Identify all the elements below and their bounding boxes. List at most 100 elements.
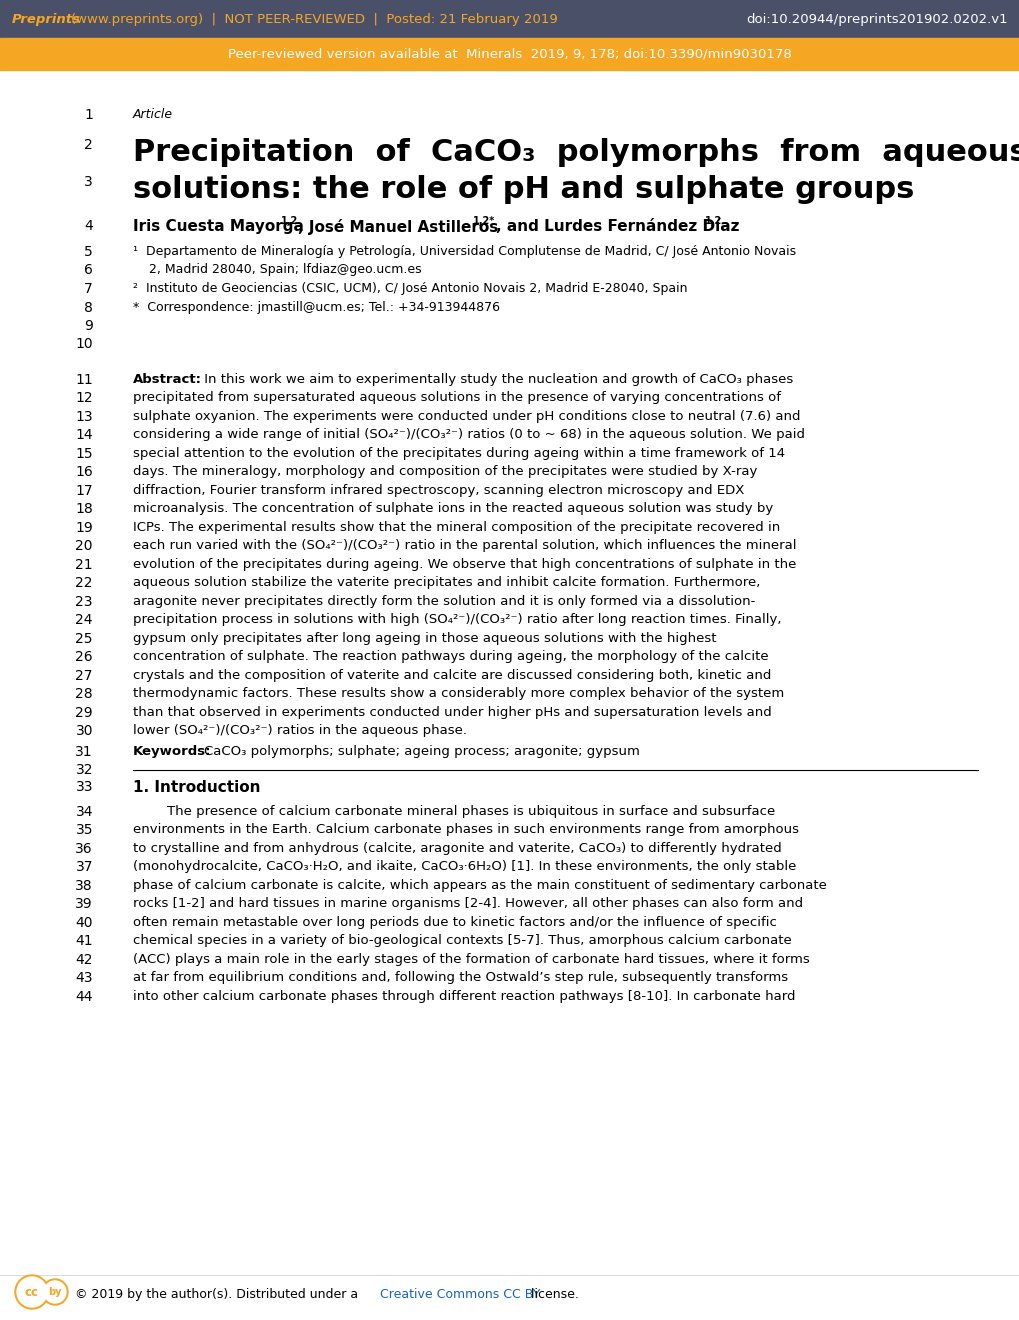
Text: doi:10.20944/preprints201902.0202.v1: doi:10.20944/preprints201902.0202.v1: [746, 12, 1007, 25]
Text: © 2019 by the author(s). Distributed under a: © 2019 by the author(s). Distributed und…: [75, 1288, 362, 1302]
Text: 1,2*: 1,2*: [473, 216, 495, 226]
Text: 15: 15: [75, 446, 93, 461]
Text: phase of calcium carbonate is calcite, which appears as the main constituent of : phase of calcium carbonate is calcite, w…: [132, 879, 826, 891]
Text: ²  Instituto de Geociencias (CSIC, UCM), C/ José Antonio Novais 2, Madrid E-2804: ² Instituto de Geociencias (CSIC, UCM), …: [132, 282, 687, 294]
Circle shape: [44, 1280, 66, 1303]
Text: 1. Introduction: 1. Introduction: [132, 780, 260, 795]
Text: 29: 29: [75, 706, 93, 719]
Text: 27: 27: [75, 669, 93, 682]
Text: 12: 12: [75, 391, 93, 405]
Circle shape: [15, 1275, 49, 1309]
Text: aqueous solution stabilize the vaterite precipitates and inhibit calcite formati: aqueous solution stabilize the vaterite …: [132, 576, 759, 589]
Text: Iris Cuesta Mayorga: Iris Cuesta Mayorga: [132, 219, 304, 234]
Text: Precipitation  of  CaCO₃  polymorphs  from  aqueous: Precipitation of CaCO₃ polymorphs from a…: [132, 139, 1019, 168]
Text: CaCO₃ polymorphs; sulphate; ageing process; aragonite; gypsum: CaCO₃ polymorphs; sulphate; ageing proce…: [204, 744, 639, 758]
Text: 40: 40: [75, 916, 93, 929]
Text: 31: 31: [75, 744, 93, 759]
Text: 20: 20: [75, 539, 93, 553]
Text: 6: 6: [84, 264, 93, 277]
Text: special attention to the evolution of the precipitates during ageing within a ti: special attention to the evolution of th…: [132, 446, 785, 459]
Text: 2: 2: [85, 139, 93, 152]
Text: license.: license.: [527, 1288, 579, 1302]
Text: 25: 25: [75, 632, 93, 645]
Text: concentration of sulphate. The reaction pathways during ageing, the morphology o: concentration of sulphate. The reaction …: [132, 651, 768, 663]
Text: evolution of the precipitates during ageing. We observe that high concentrations: evolution of the precipitates during age…: [132, 557, 796, 570]
Circle shape: [17, 1276, 47, 1307]
Text: (monohydrocalcite, CaCO₃·H₂O, and ikaite, CaCO₃·6H₂O) [1]. In these environments: (monohydrocalcite, CaCO₃·H₂O, and ikaite…: [132, 861, 796, 873]
Bar: [0, 0, 1019, 38]
Text: ICPs. The experimental results show that the mineral composition of the precipit: ICPs. The experimental results show that…: [132, 520, 780, 533]
Text: 28: 28: [75, 688, 93, 701]
Text: Creative Commons CC BY: Creative Commons CC BY: [380, 1288, 540, 1302]
Text: 24: 24: [75, 614, 93, 627]
Text: 1: 1: [84, 108, 93, 121]
Text: 37: 37: [75, 861, 93, 874]
Text: The presence of calcium carbonate mineral phases is ubiquitous in surface and su: The presence of calcium carbonate minera…: [132, 805, 774, 817]
Text: 42: 42: [75, 953, 93, 966]
Text: days. The mineralogy, morphology and composition of the precipitates were studie: days. The mineralogy, morphology and com…: [132, 465, 757, 478]
Text: 19: 19: [75, 520, 93, 535]
Text: environments in the Earth. Calcium carbonate phases in such environments range f: environments in the Earth. Calcium carbo…: [132, 824, 798, 836]
Text: Preprints: Preprints: [12, 12, 81, 25]
Text: 11: 11: [75, 372, 93, 387]
Text: at far from equilibrium conditions and, following the Ostwald’s step rule, subse: at far from equilibrium conditions and, …: [132, 972, 788, 985]
Text: 43: 43: [75, 972, 93, 985]
Text: *  Correspondence: jmastill@ucm.es; Tel.: +34-913944876: * Correspondence: jmastill@ucm.es; Tel.:…: [132, 301, 499, 314]
Text: 39: 39: [75, 898, 93, 911]
Text: 16: 16: [75, 465, 93, 479]
Text: 3: 3: [85, 176, 93, 189]
Text: 26: 26: [75, 651, 93, 664]
Text: 8: 8: [84, 301, 93, 314]
Text: diffraction, Fourier transform infrared spectroscopy, scanning electron microsco: diffraction, Fourier transform infrared …: [132, 483, 744, 496]
Text: 7: 7: [85, 282, 93, 296]
Text: (www.preprints.org)  |  NOT PEER-REVIEWED  |  Posted: 21 February 2019: (www.preprints.org) | NOT PEER-REVIEWED …: [71, 12, 557, 25]
Text: cc: cc: [25, 1286, 39, 1299]
Text: (ACC) plays a main role in the early stages of the formation of carbonate hard t: (ACC) plays a main role in the early sta…: [132, 953, 809, 966]
Text: than that observed in experiments conducted under higher pHs and supersaturation: than that observed in experiments conduc…: [132, 706, 771, 718]
Text: crystals and the composition of vaterite and calcite are discussed considering b: crystals and the composition of vaterite…: [132, 669, 770, 681]
Text: 36: 36: [75, 842, 93, 855]
Text: , José Manuel Astilleros: , José Manuel Astilleros: [298, 219, 497, 235]
Text: Abstract:: Abstract:: [132, 372, 202, 385]
Text: solutions: the role of pH and sulphate groups: solutions: the role of pH and sulphate g…: [132, 176, 913, 205]
Text: microanalysis. The concentration of sulphate ions in the reacted aqueous solutio: microanalysis. The concentration of sulp…: [132, 502, 772, 515]
Text: 33: 33: [75, 780, 93, 793]
Text: aragonite never precipitates directly form the solution and it is only formed vi: aragonite never precipitates directly fo…: [132, 594, 755, 607]
Text: chemical species in a variety of bio-geological contexts [5-7]. Thus, amorphous : chemical species in a variety of bio-geo…: [132, 935, 791, 948]
Text: Peer-reviewed version available at  Minerals  2019, 9, 178; doi:10.3390/min90301: Peer-reviewed version available at Miner…: [228, 48, 791, 61]
Text: 9: 9: [84, 319, 93, 333]
Text: 35: 35: [75, 824, 93, 837]
Text: by: by: [48, 1287, 62, 1298]
Text: 4: 4: [85, 219, 93, 234]
Text: into other calcium carbonate phases through different reaction pathways [8-10]. : into other calcium carbonate phases thro…: [132, 990, 795, 1003]
Text: 44: 44: [75, 990, 93, 1003]
Text: rocks [1-2] and hard tissues in marine organisms [2-4]. However, all other phase: rocks [1-2] and hard tissues in marine o…: [132, 898, 802, 909]
Text: 2, Madrid 28040, Spain; lfdiaz@geo.ucm.es: 2, Madrid 28040, Spain; lfdiaz@geo.ucm.e…: [132, 264, 421, 276]
Text: often remain metastable over long periods due to kinetic factors and/or the infl: often remain metastable over long period…: [132, 916, 776, 929]
Text: 22: 22: [75, 576, 93, 590]
Text: ¹  Departamento de Mineralogía y Petrología, Universidad Complutense de Madrid, : ¹ Departamento de Mineralogía y Petrolog…: [132, 246, 796, 257]
Text: precipitation process in solutions with high (SO₄²⁻)/(CO₃²⁻) ratio after long re: precipitation process in solutions with …: [132, 614, 781, 626]
Text: 17: 17: [75, 483, 93, 498]
Text: thermodynamic factors. These results show a considerably more complex behavior o: thermodynamic factors. These results sho…: [132, 688, 784, 700]
Text: gypsum only precipitates after long ageing in those aqueous solutions with the h: gypsum only precipitates after long agei…: [132, 632, 715, 644]
Text: to crystalline and from anhydrous (calcite, aragonite and vaterite, CaCO₃) to di: to crystalline and from anhydrous (calci…: [132, 842, 781, 854]
Circle shape: [42, 1279, 68, 1305]
Text: 1,2: 1,2: [704, 216, 721, 226]
Text: 21: 21: [75, 557, 93, 572]
Text: each run varied with the (SO₄²⁻)/(CO₃²⁻) ratio in the parental solution, which i: each run varied with the (SO₄²⁻)/(CO₃²⁻)…: [132, 539, 796, 552]
Text: 5: 5: [85, 246, 93, 259]
Text: 10: 10: [75, 338, 93, 351]
Text: 41: 41: [75, 935, 93, 948]
Text: Keywords:: Keywords:: [132, 744, 211, 758]
Text: 14: 14: [75, 428, 93, 442]
Text: considering a wide range of initial (SO₄²⁻)/(CO₃²⁻) ratios (0 to ~ 68) in the aq: considering a wide range of initial (SO₄…: [132, 428, 804, 441]
Text: 32: 32: [75, 763, 93, 777]
Text: In this work we aim to experimentally study the nucleation and growth of CaCO₃ p: In this work we aim to experimentally st…: [200, 372, 793, 385]
Text: 38: 38: [75, 879, 93, 892]
Text: precipitated from supersaturated aqueous solutions in the presence of varying co: precipitated from supersaturated aqueous…: [132, 391, 781, 404]
Text: 18: 18: [75, 502, 93, 516]
Text: 23: 23: [75, 594, 93, 609]
Text: 1,2: 1,2: [280, 216, 298, 226]
Text: sulphate oxyanion. The experiments were conducted under pH conditions close to n: sulphate oxyanion. The experiments were …: [132, 409, 800, 422]
